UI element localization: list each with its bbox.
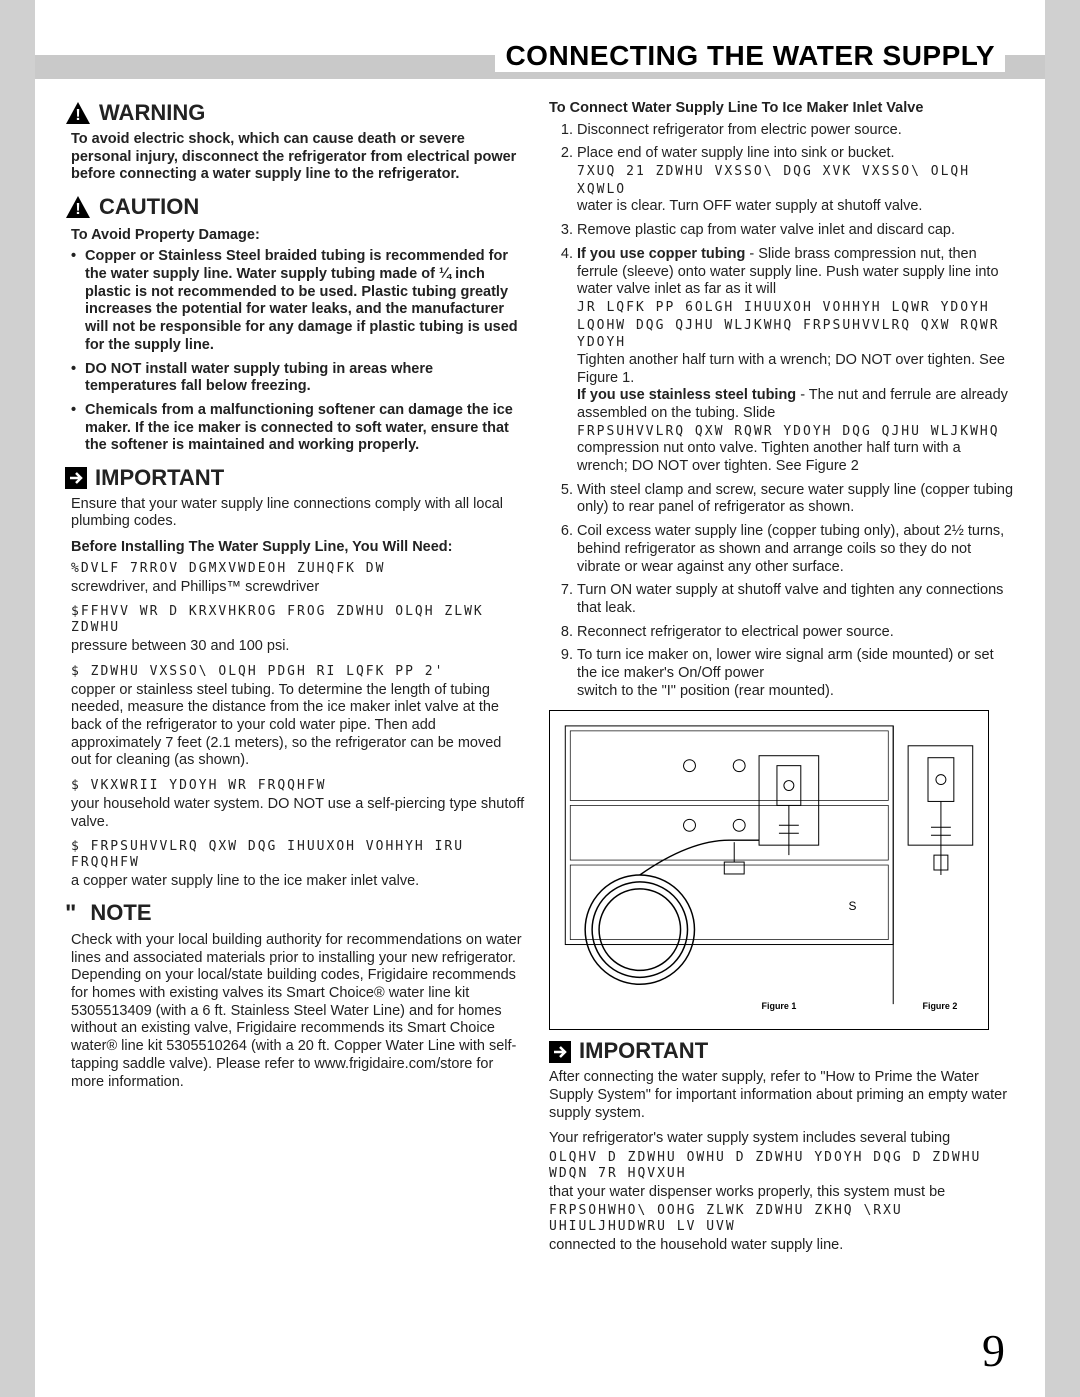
- before-item: copper or stainless steel tubing. To det…: [71, 682, 525, 770]
- diagram-figure: Figure 1 Figure 2 S: [549, 710, 989, 1030]
- before-item: screwdriver, and Phillips™ screwdriver: [71, 579, 525, 597]
- before-item: $ ZDWHU VXSSO\ OLQH PDGH RI LQFK PP 2': [71, 664, 525, 680]
- step: Turn ON water supply at shutoff valve an…: [577, 582, 1015, 617]
- before-item: $ VKXWRII YDOYH WR FRQQHFW: [71, 778, 525, 794]
- figure2-label: Figure 2: [923, 1001, 958, 1011]
- important2-heading: IMPORTANT: [549, 1038, 1015, 1065]
- step-text: LQOHW DQG QJHU WLJKWHQ FRPSUHVVLRQ QXW R…: [577, 318, 1000, 351]
- left-column: ! WARNING To avoid electric shock, which…: [65, 94, 525, 1263]
- step-text: compression nut onto valve. Tighten anot…: [577, 440, 961, 474]
- before-item: a copper water supply line to the ice ma…: [71, 873, 525, 891]
- caution-bullet: Copper or Stainless Steel braided tubing…: [71, 248, 525, 354]
- step-text: switch to the "I" position (rear mounted…: [577, 683, 834, 699]
- important-label: IMPORTANT: [95, 465, 224, 492]
- svg-text:S: S: [849, 899, 857, 913]
- before-item: your household water system. DO NOT use …: [71, 796, 525, 831]
- important2-text: OLQHV D ZDWHU OWHU D ZDWHU YDOYH DQG D Z…: [549, 1150, 1015, 1182]
- important2-label: IMPORTANT: [579, 1038, 708, 1065]
- arrow-right-icon: [549, 1041, 571, 1063]
- important2-text: connected to the household water supply …: [549, 1237, 1015, 1255]
- important2-text: FRPSOHWHO\ OOHG ZLWK ZDWHU ZKHQ \RXU UHI…: [549, 1203, 1015, 1235]
- warning-triangle-icon: !: [65, 101, 91, 125]
- before-item: pressure between 30 and 100 psi.: [71, 638, 525, 656]
- step: If you use copper tubing - Slide brass c…: [577, 246, 1015, 476]
- page-number: 9: [982, 1324, 1005, 1377]
- caution-bullet: Chemicals from a malfunctioning softener…: [71, 402, 525, 455]
- step: Reconnect refrigerator to electrical pow…: [577, 624, 1015, 642]
- connect-heading: To Connect Water Supply Line To Ice Make…: [549, 100, 1015, 118]
- before-item: $ FRPSUHVVLRQ QXW DQG IHUUXOH VOHHYH IRU…: [71, 839, 525, 871]
- svg-text:!: !: [75, 107, 80, 124]
- caution-subhead: To Avoid Property Damage:: [71, 227, 525, 245]
- caution-bullet: DO NOT install water supply tubing in ar…: [71, 361, 525, 396]
- step-text: To turn ice maker on, lower wire signal …: [577, 647, 994, 681]
- step: To turn ice maker on, lower wire signal …: [577, 647, 1015, 700]
- step-text: 7XUQ 21 ZDWHU VXSSO\ DQG XVK VXSSO\ OLQH…: [577, 164, 970, 197]
- important-text: Ensure that your water supply line conne…: [71, 496, 525, 531]
- important2-text: After connecting the water supply, refer…: [549, 1069, 1015, 1122]
- right-column: To Connect Water Supply Line To Ice Make…: [549, 94, 1015, 1263]
- step-text: water is clear. Turn OFF water supply at…: [577, 198, 922, 214]
- diagram-svg: Figure 1 Figure 2 S: [550, 711, 988, 1029]
- important2-text: that your water dispenser works properly…: [549, 1184, 1015, 1202]
- step-bold: If you use stainless steel tubing: [577, 387, 796, 403]
- caution-triangle-icon: !: [65, 195, 91, 219]
- before-heading: Before Installing The Water Supply Line,…: [71, 539, 525, 557]
- step-bold: If you use copper tubing: [577, 246, 745, 262]
- step: Place end of water supply line into sink…: [577, 145, 1015, 216]
- caution-heading: ! CAUTION: [65, 194, 525, 221]
- note-heading: " NOTE: [65, 899, 525, 928]
- arrow-right-icon: [65, 467, 87, 489]
- step: Remove plastic cap from water valve inle…: [577, 222, 1015, 240]
- warning-label: WARNING: [99, 100, 205, 127]
- step-text: Place end of water supply line into sink…: [577, 145, 895, 161]
- step-text: JR LQFK PP 6OLGH IHUUXOH VOHHYH LQWR YDO…: [577, 300, 990, 315]
- before-item: %DVLF 7RROV DGMXVWDEOH ZUHQFK DW: [71, 561, 525, 577]
- figure1-label: Figure 1: [762, 1001, 797, 1011]
- important2-text: Your refrigerator's water supply system …: [549, 1130, 1015, 1148]
- step: Coil excess water supply line (copper tu…: [577, 523, 1015, 576]
- step-text: Tighten another half turn with a wrench;…: [577, 352, 1005, 386]
- step: With steel clamp and screw, secure water…: [577, 482, 1015, 517]
- warning-heading: ! WARNING: [65, 100, 525, 127]
- note-label: NOTE: [90, 900, 151, 927]
- step-text: FRPSUHVVLRQ QXW RQWR YDOYH DQG QJHU WLJK…: [577, 424, 1000, 439]
- warning-text: To avoid electric shock, which can cause…: [71, 131, 525, 184]
- note-text: Check with your local building authority…: [71, 932, 525, 1091]
- step: Disconnect refrigerator from electric po…: [577, 122, 1015, 140]
- before-item: $FFHVV WR D KRXVHKROG FROG ZDWHU OLQH ZL…: [71, 604, 525, 636]
- page-title: CONNECTING THE WATER SUPPLY: [495, 40, 1005, 72]
- note-quote-icon: ": [65, 899, 76, 928]
- svg-text:!: !: [75, 201, 80, 218]
- important-heading: IMPORTANT: [65, 465, 525, 492]
- caution-label: CAUTION: [99, 194, 199, 221]
